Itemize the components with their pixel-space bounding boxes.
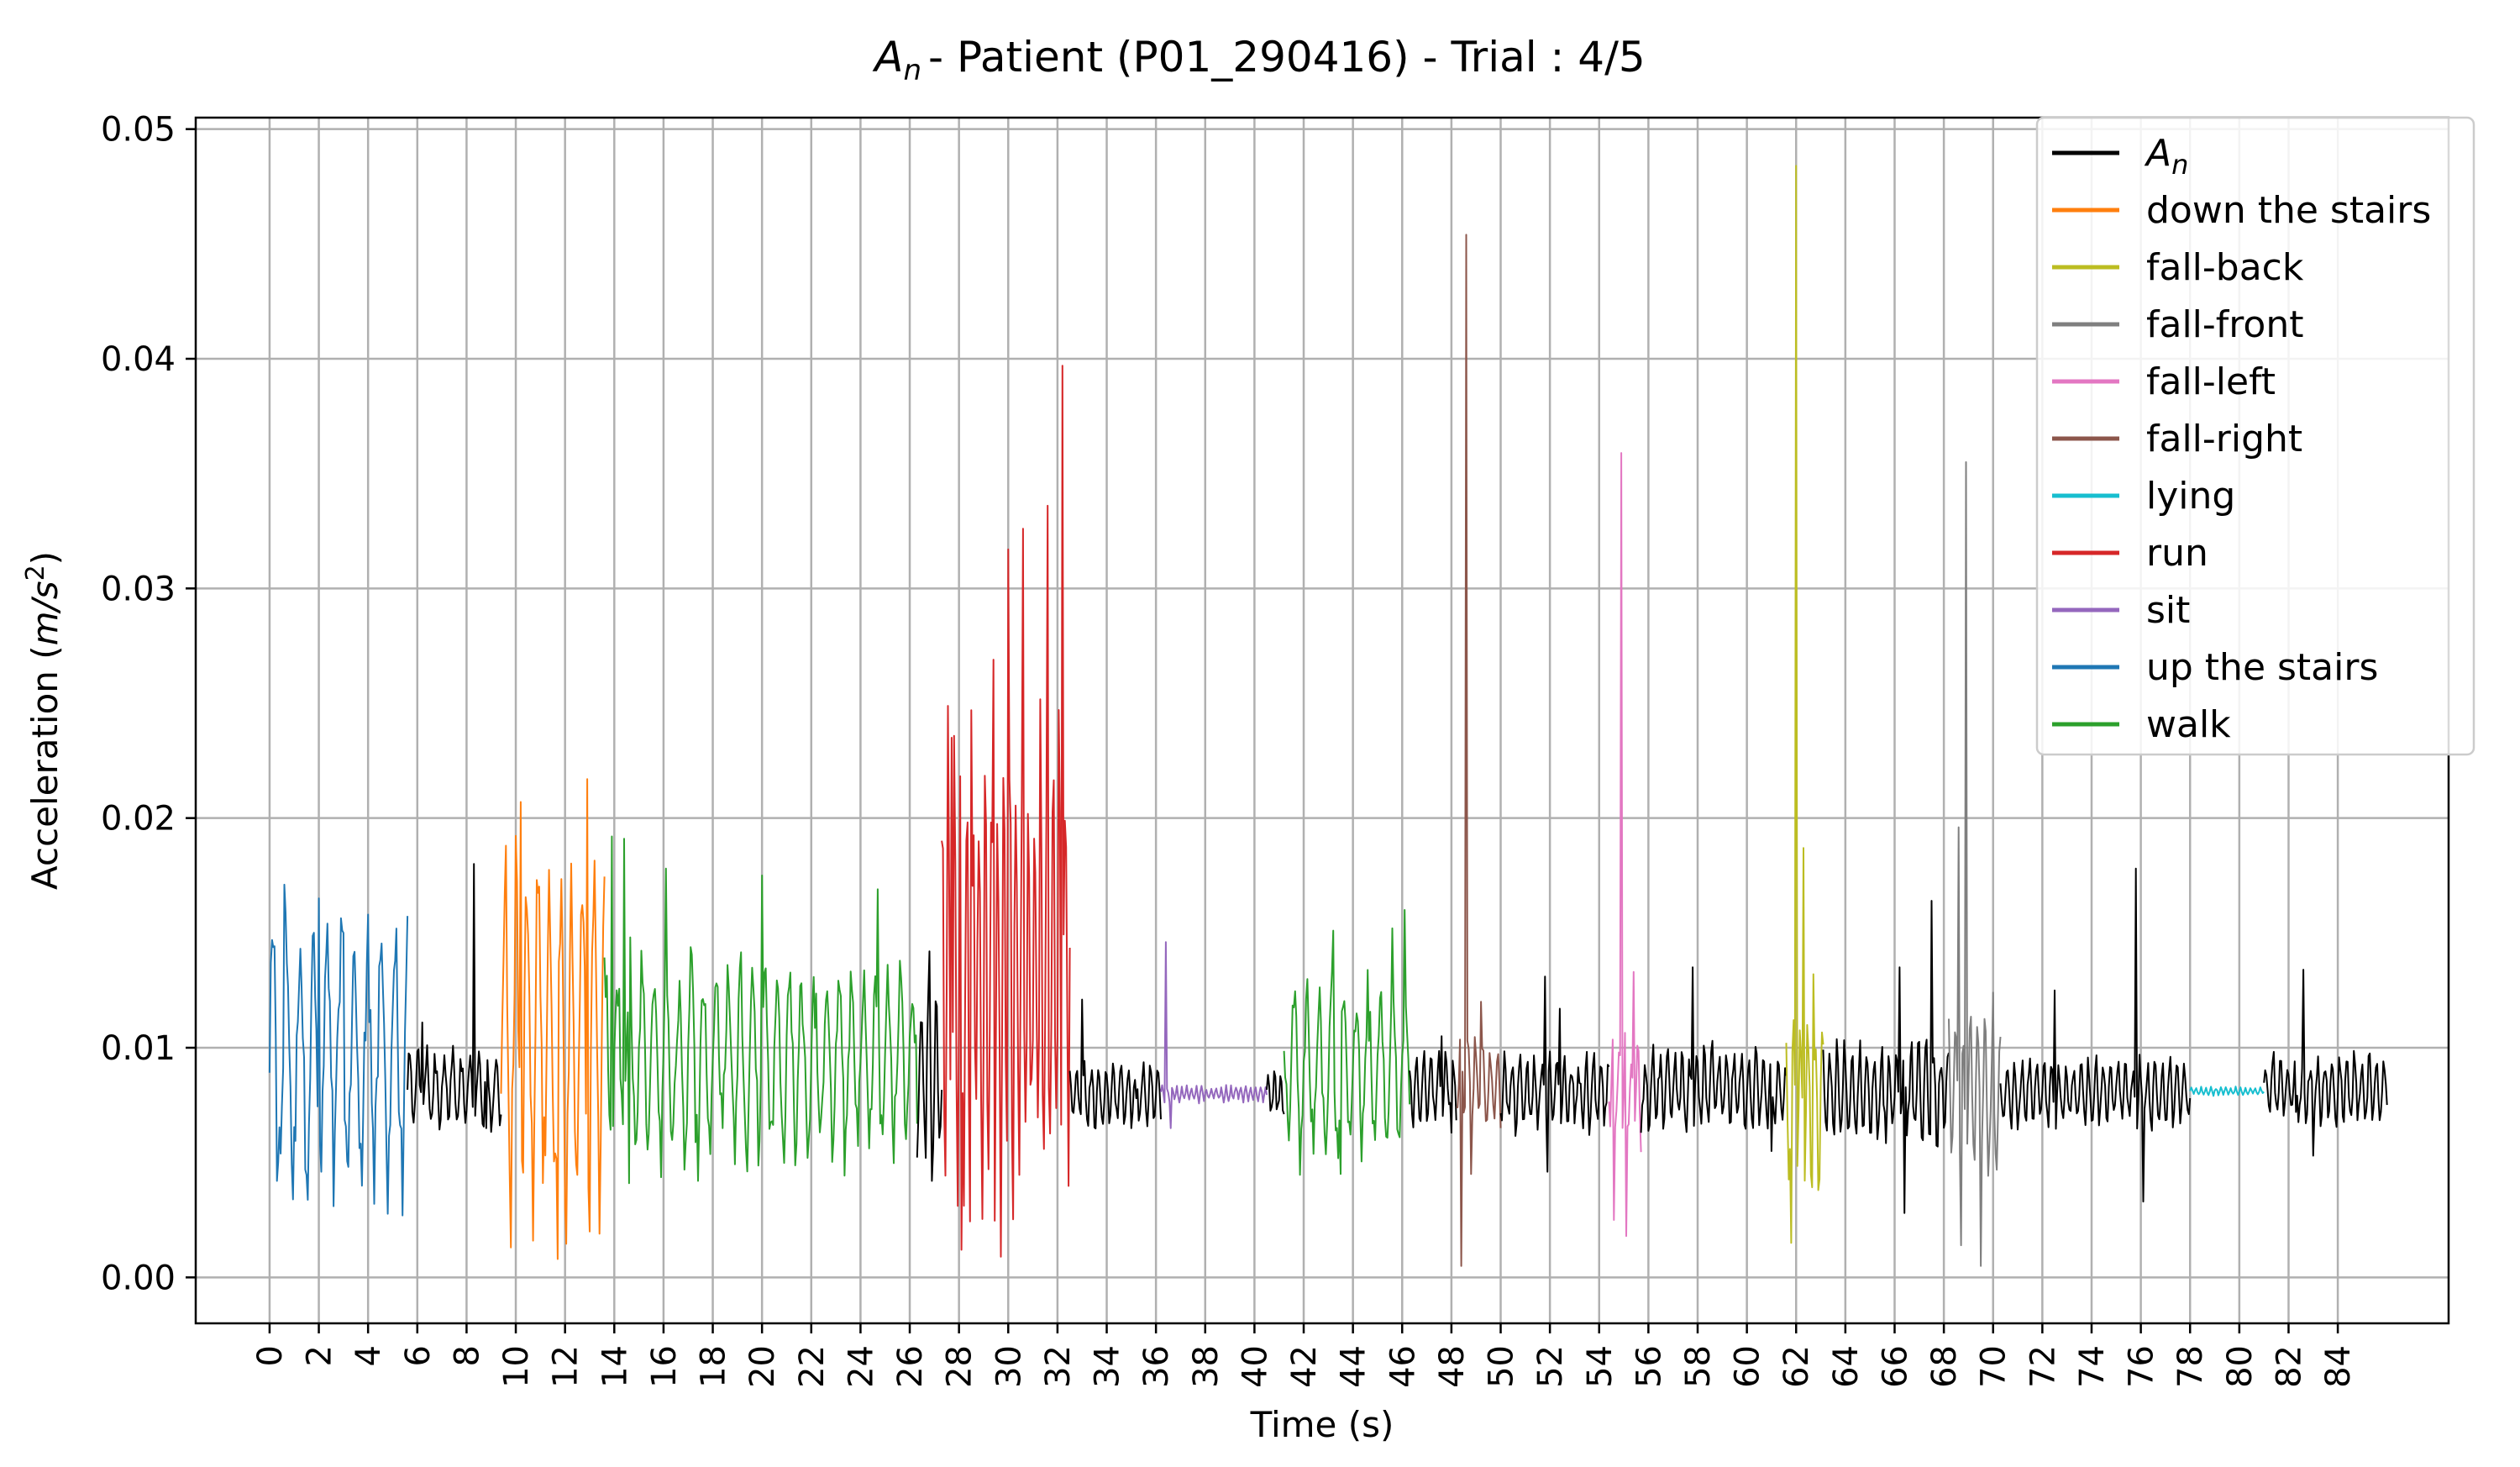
x-tick-label: 68 [1925,1345,1964,1388]
x-tick-label: 40 [1236,1345,1274,1388]
legend-entry-label: An [2144,132,2188,181]
x-tick-label: 82 [2270,1345,2308,1388]
x-tick-label: 20 [743,1345,782,1388]
y-tick-label: 0.02 [101,800,176,839]
x-tick-label: 28 [941,1345,979,1388]
legend-entry-label: run [2146,532,2208,575]
series-line-segment [1409,1035,1457,1134]
legend-entry-label: down the stairs [2146,189,2431,232]
y-label-unit: m/s [24,581,66,645]
x-tick-label: 62 [1777,1345,1816,1388]
x-tick-label: 44 [1335,1345,1373,1388]
x-tick-label: 18 [695,1345,733,1388]
series-line-segment [1160,941,1268,1129]
axis-ticks: 0 2 4 6 8 10 12 14 16 18 20 22 24 26 28 30 32 34 36 38 40 42 4… [101,111,2358,1388]
y-tick-label: 0.05 [101,111,176,150]
series-line-segment [1948,461,2002,1267]
legend-entry-label: lying [2146,475,2235,518]
x-tick-label: 66 [1876,1345,1914,1388]
legend-entry-label: up the stairs [2146,646,2378,689]
x-tick-label: 4 [349,1345,388,1366]
legend-entry-subscript: n [2171,149,2188,181]
y-tick-label: 0.04 [101,340,176,379]
legend: An down the stairs fall-back fall-front fall… [2035,116,2475,756]
y-label-prefix: Acceleration ( [24,645,66,890]
series-line-segment [268,883,409,1217]
series-line-segment [603,835,918,1185]
series-line-segment [1640,966,1788,1152]
x-tick-label: 74 [2073,1345,2112,1388]
x-tick-label: 8 [448,1345,486,1366]
x-tick-label: 42 [1285,1345,1324,1388]
series-line-segment [1266,1070,1285,1115]
x-tick-label: 32 [1039,1345,1078,1388]
legend-entry-label: fall-back [2146,246,2304,289]
x-tick-label: 38 [1187,1345,1226,1388]
y-tick-label: 0.01 [101,1029,176,1068]
series-line-segment [1283,909,1411,1176]
x-tick-label: 10 [497,1345,536,1388]
series-line-segment [1456,234,1502,1267]
x-tick-label: 56 [1630,1345,1668,1388]
legend-entry-symbol: A [2144,132,2171,175]
legend-entry-label: sit [2146,589,2190,632]
series-line-segment [916,950,943,1182]
x-tick-label: 64 [1827,1345,1866,1388]
title-text: - Patient (P01_290416) - Trial : 4/5 [928,33,1646,82]
title-subscript: n [903,54,921,87]
x-tick-label: 58 [1679,1345,1718,1388]
x-tick-label: 70 [1975,1345,2013,1388]
x-tick-label: 84 [2319,1345,2358,1388]
series-line-segment [941,365,1071,1258]
x-tick-label: 52 [1531,1345,1570,1388]
series-line-segment [407,863,502,1133]
series-line-segment [1068,998,1162,1130]
x-tick-label: 0 [251,1345,290,1366]
x-tick-label: 80 [2221,1345,2260,1388]
series-line-segment [1499,975,1610,1173]
x-tick-label: 2 [301,1345,339,1366]
x-tick-label: 72 [2024,1345,2062,1388]
x-tick-label: 48 [1433,1345,1472,1388]
y-tick-label: 0.03 [101,570,176,608]
x-tick-label: 26 [891,1345,930,1388]
series-line-segment [2189,1086,2265,1097]
x-tick-label: 22 [793,1345,832,1388]
x-tick-label: 50 [1483,1345,1521,1388]
x-tick-label: 14 [596,1345,634,1388]
x-tick-label: 30 [990,1345,1028,1388]
series-line-segment [500,778,606,1260]
x-axis-label: Time (s) [1250,1404,1394,1445]
y-label-suffix: ) [24,551,66,565]
series-line-segment [1785,165,1824,1244]
series-lines [268,165,2388,1267]
series-line-segment [1608,452,1642,1238]
x-tick-label: 36 [1137,1345,1176,1388]
series-line-segment [1999,867,2192,1203]
series-line-segment [2263,969,2388,1157]
x-tick-label: 78 [2171,1345,2210,1388]
x-tick-label: 34 [1089,1345,1127,1388]
x-tick-label: 46 [1383,1345,1422,1388]
legend-box [2035,116,2475,756]
y-axis-label: Acceleration (m/s2) [21,551,66,890]
x-tick-label: 12 [547,1345,585,1388]
legend-entry-label: walk [2146,703,2231,746]
legend-entry-label: fall-front [2146,303,2303,346]
x-tick-label: 24 [842,1345,880,1388]
chart-title: An - Patient (P01_290416) - Trial : 4/5 [872,33,1645,87]
y-tick-label: 0.00 [101,1259,176,1297]
x-tick-label: 76 [2123,1345,2161,1388]
x-tick-label: 60 [1729,1345,1767,1388]
y-label-unit-exponent: 2 [21,565,50,581]
x-tick-label: 16 [645,1345,684,1388]
series-line-segment [1822,900,1950,1214]
legend-entry-label: fall-left [2146,360,2276,403]
x-tick-label: 6 [399,1345,438,1366]
legend-entry-label: fall-right [2146,418,2302,460]
x-tick-label: 54 [1581,1345,1620,1388]
title-symbol: A [872,33,903,82]
